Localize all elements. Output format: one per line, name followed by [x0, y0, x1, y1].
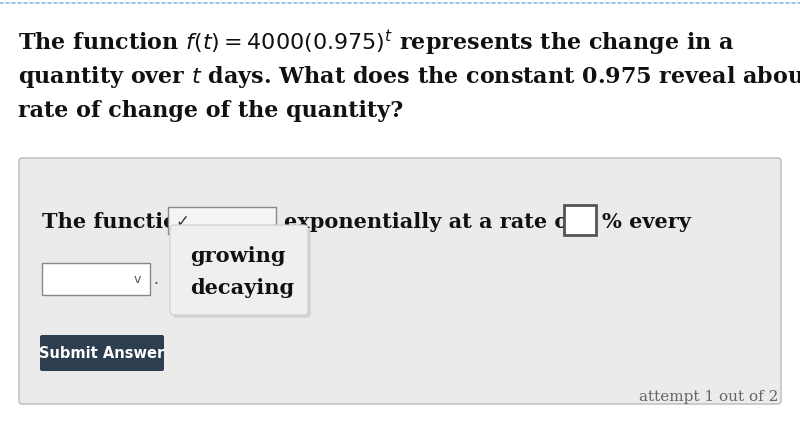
- Bar: [42, 264, 150, 295]
- Text: rate of change of the quantity?: rate of change of the quantity?: [18, 100, 403, 122]
- FancyBboxPatch shape: [19, 159, 781, 404]
- Text: % every: % every: [602, 212, 691, 231]
- FancyBboxPatch shape: [40, 335, 164, 371]
- Text: v: v: [134, 273, 142, 286]
- Text: attempt 1 out of 2: attempt 1 out of 2: [638, 389, 778, 403]
- Bar: [168, 208, 276, 234]
- Text: decaying: decaying: [190, 277, 294, 297]
- Text: growing: growing: [190, 246, 286, 265]
- Bar: [564, 206, 596, 236]
- Text: quantity over $t$ days. What does the constant 0.975 reveal about the: quantity over $t$ days. What does the co…: [18, 64, 800, 90]
- Text: ✓: ✓: [176, 212, 190, 230]
- Text: .: .: [153, 272, 158, 287]
- Text: Submit Answer: Submit Answer: [39, 346, 165, 361]
- Text: The function is: The function is: [42, 212, 219, 231]
- FancyBboxPatch shape: [173, 228, 311, 318]
- Text: The function $f(t) = 4000(0.975)^t$ represents the change in a: The function $f(t) = 4000(0.975)^t$ repr…: [18, 28, 734, 58]
- FancyBboxPatch shape: [170, 225, 308, 315]
- Text: exponentially at a rate of: exponentially at a rate of: [284, 212, 578, 231]
